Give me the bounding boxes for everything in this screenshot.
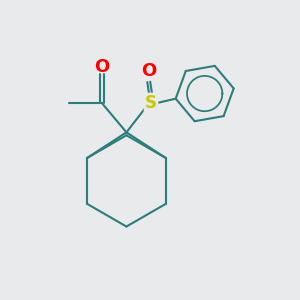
Text: O: O: [94, 58, 110, 76]
Text: S: S: [145, 94, 157, 112]
Text: O: O: [141, 62, 156, 80]
